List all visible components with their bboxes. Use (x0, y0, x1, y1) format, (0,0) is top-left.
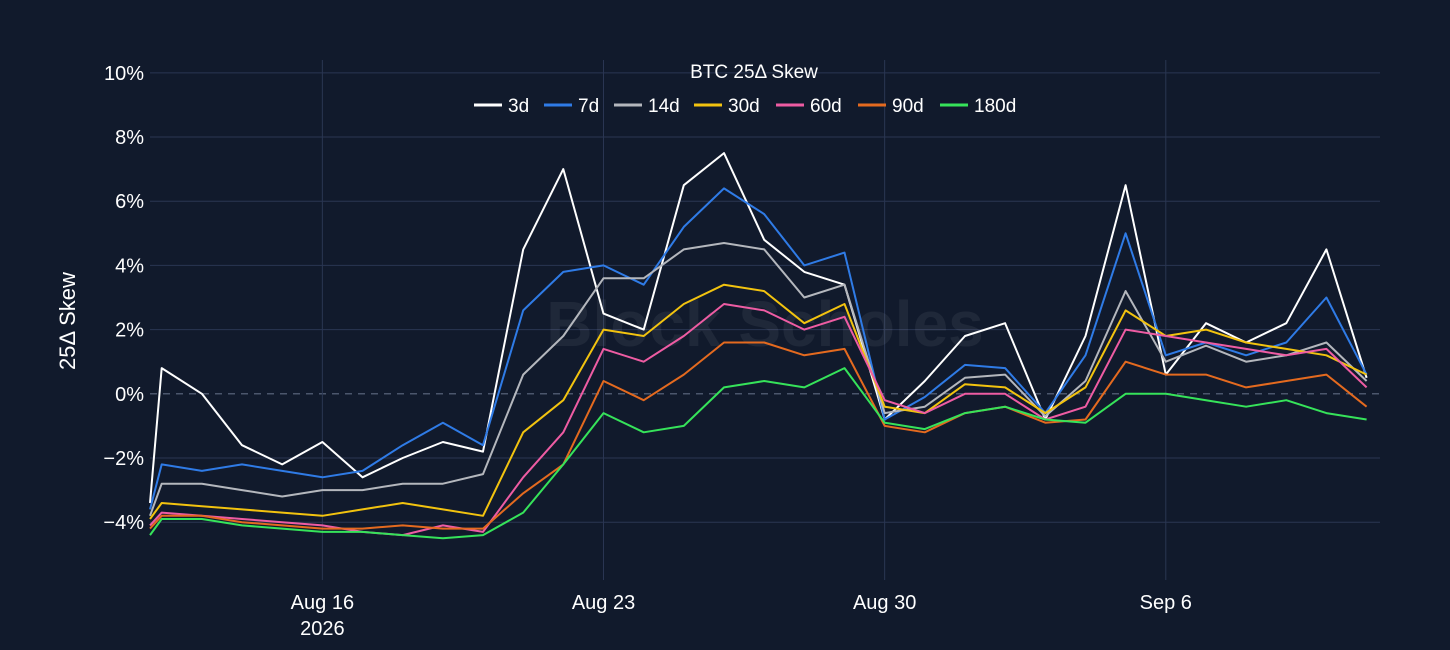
legend-item-3d[interactable]: 3d (474, 96, 529, 117)
legend-label: 30d (728, 96, 760, 117)
grid-layer (150, 60, 1380, 580)
legend-label: 7d (578, 96, 599, 117)
series-line-180d (149, 367, 1367, 540)
legend-label: 90d (892, 96, 924, 117)
chart-title: BTC 25Δ Skew (690, 62, 818, 83)
legend-label: 180d (974, 96, 1016, 117)
legend-label: 14d (648, 96, 680, 117)
y-tick-label: 6% (115, 191, 144, 213)
y-tick-label: −2% (103, 448, 144, 470)
watermark: Block Scholes (546, 288, 984, 360)
legend-item-90d[interactable]: 90d (858, 96, 924, 117)
series-line-30d (149, 283, 1368, 520)
x-tick-label: Aug 23 (572, 592, 635, 614)
legend-label: 3d (508, 96, 529, 117)
y-tick-label: 4% (115, 255, 144, 277)
x-tick-label: Aug 16 (291, 592, 354, 614)
x-tick-sublabel: 2026 (300, 618, 345, 640)
axis-layer: −4% −2% 0% 2% 4% 6% 8% 10% Aug 16 2026 Aug 23 Aug 3… (103, 63, 1192, 640)
series-line-14d (149, 242, 1368, 517)
series-line-90d (149, 341, 1368, 530)
legend-item-14d[interactable]: 14d (614, 96, 680, 117)
x-tick-label: Sep 6 (1140, 592, 1192, 614)
series-line-3d (149, 152, 1368, 504)
y-tick-label: 8% (115, 127, 144, 149)
y-tick-label: −4% (103, 512, 144, 534)
legend-item-180d[interactable]: 180d (940, 96, 1016, 117)
legend-label: 60d (810, 96, 842, 117)
series-line-60d (149, 303, 1368, 537)
y-tick-label: 0% (115, 384, 144, 406)
legend[interactable]: 3d 7d 14d 30d 60d 90d 180d (474, 96, 1016, 117)
legend-item-30d[interactable]: 30d (694, 96, 760, 117)
series-layer (149, 152, 1368, 540)
legend-item-7d[interactable]: 7d (544, 96, 599, 117)
y-tick-label: 2% (115, 320, 144, 342)
y-tick-label: 10% (104, 63, 144, 85)
legend-item-60d[interactable]: 60d (776, 96, 842, 117)
x-tick-label: Aug 30 (853, 592, 916, 614)
y-axis-title: 25Δ Skew (55, 272, 80, 370)
